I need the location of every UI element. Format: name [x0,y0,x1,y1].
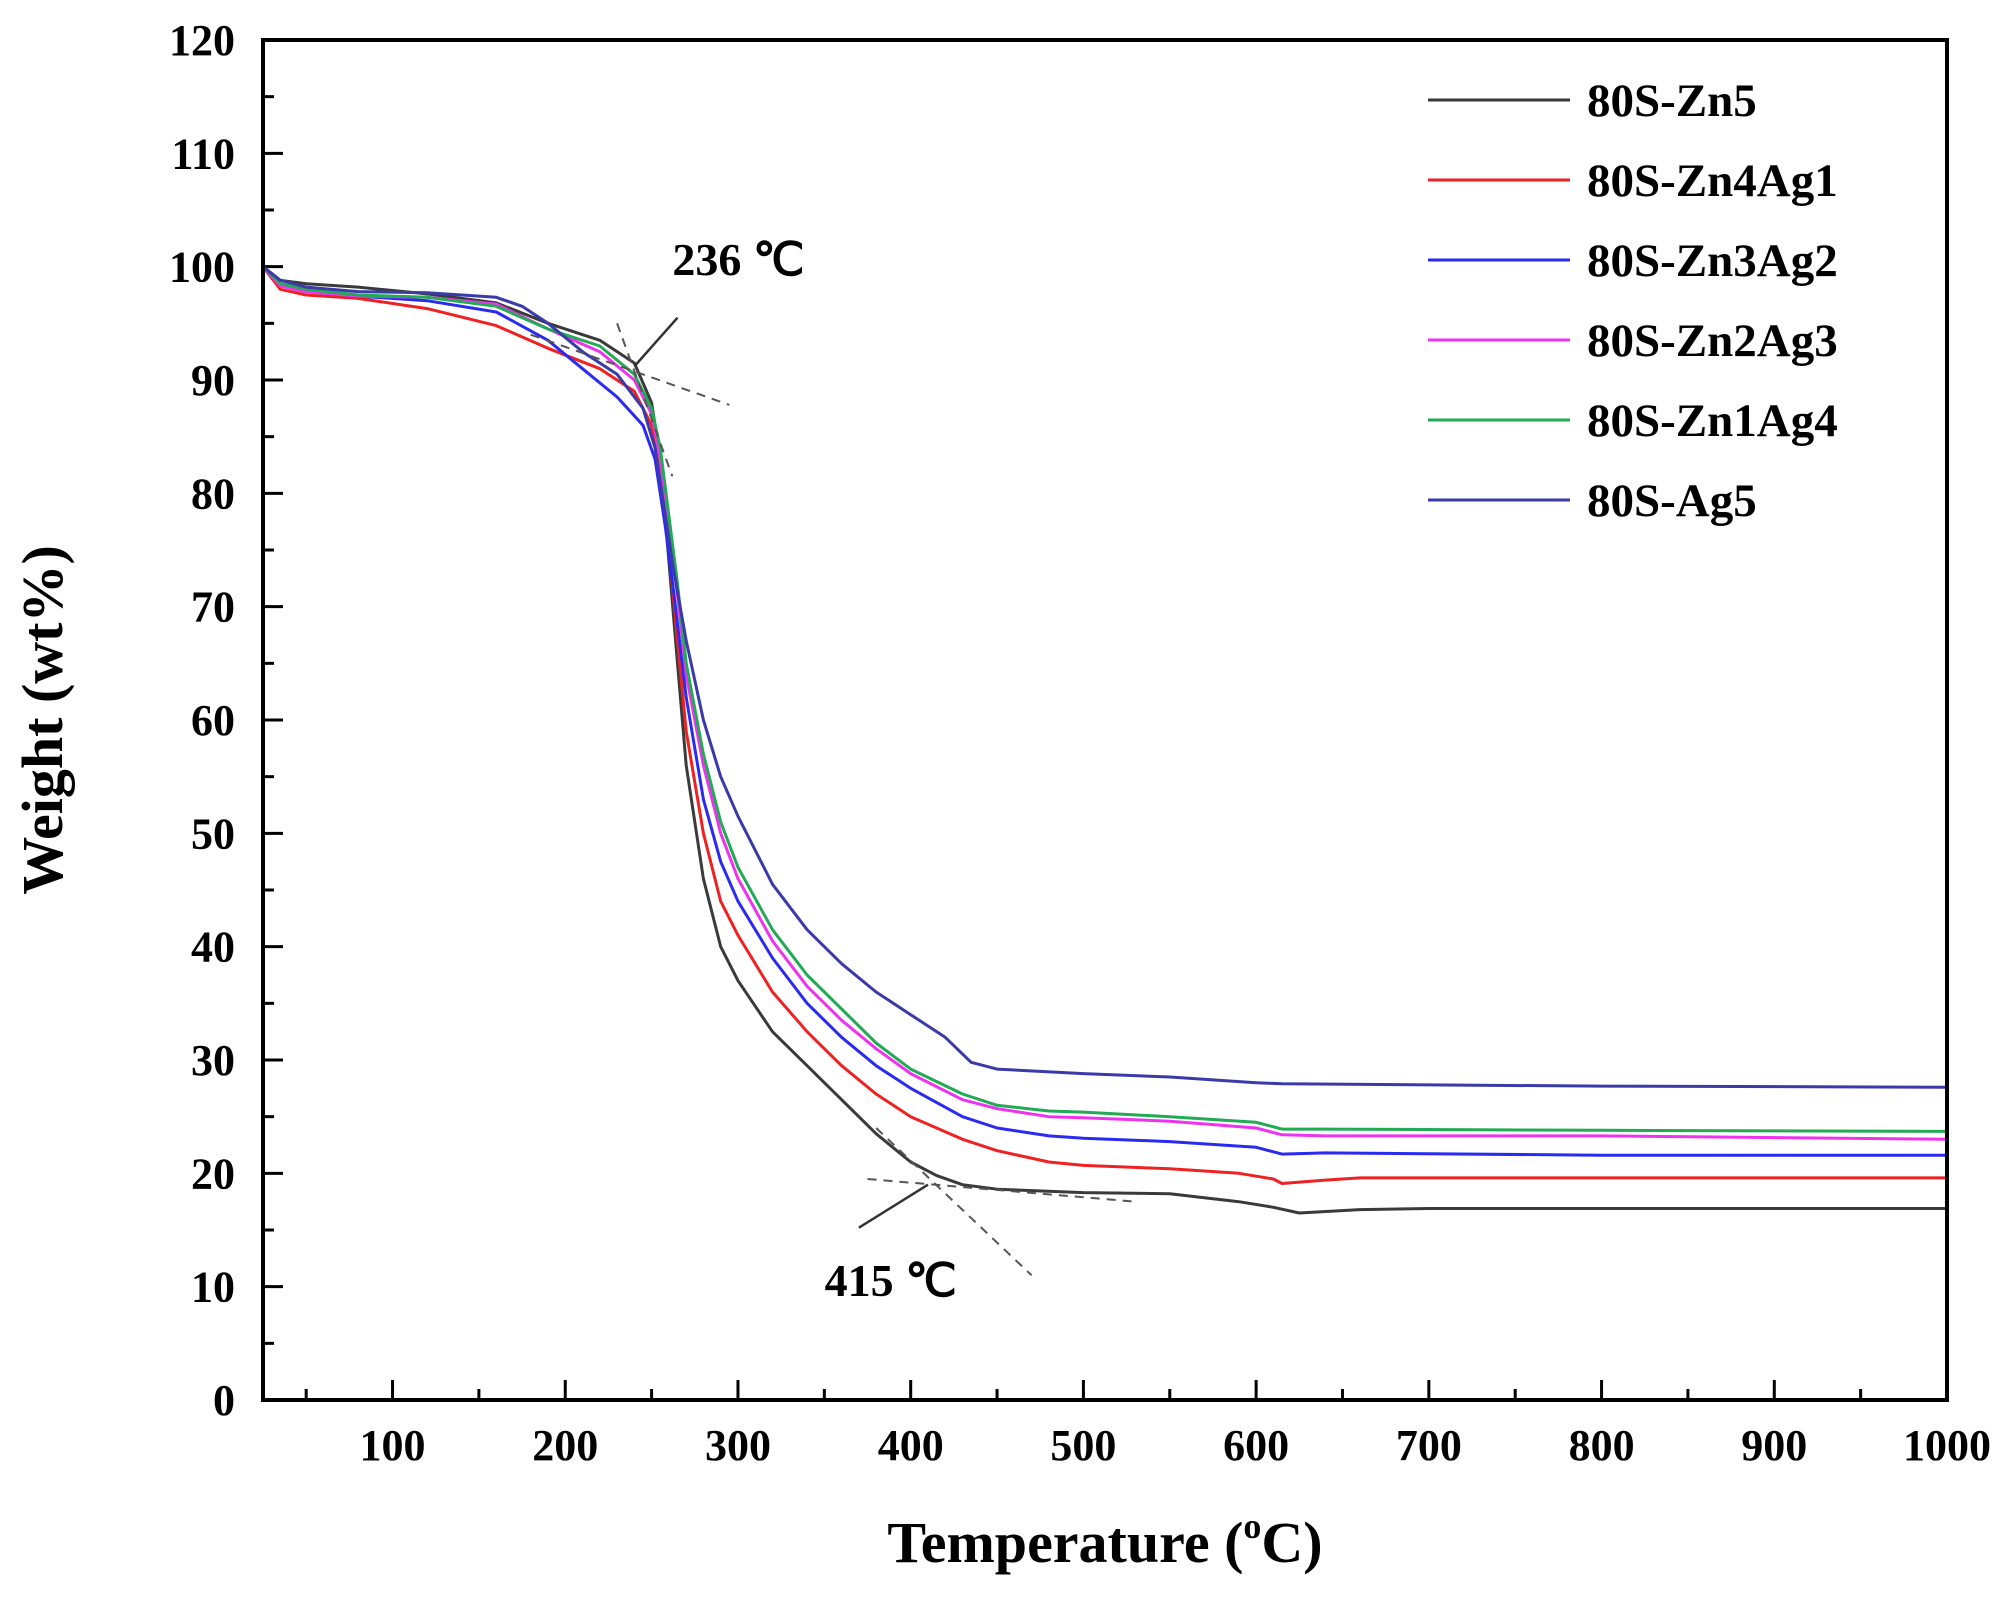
series-lines [261,265,1948,1215]
y-tick-label: 0 [213,1376,235,1425]
y-tick-label: 70 [191,583,235,632]
y-tick-label: 100 [169,243,235,292]
endset-temperature-label: 415 ℃ [825,1255,957,1306]
legend-label: 80S-Zn1Ag4 [1587,395,1838,447]
y-tick-label: 20 [191,1149,235,1198]
y-tick-label: 120 [169,16,235,65]
legend-label: 80S-Zn5 [1587,75,1757,127]
x-tick-label: 600 [1223,1421,1289,1470]
x-tick-label: 400 [878,1421,944,1470]
x-tick-label: 300 [705,1421,771,1470]
y-tick-label: 50 [191,809,235,858]
plot-frame [261,38,1949,1402]
onset-tangent-slope [616,322,674,477]
y-tick-label: 80 [191,469,235,518]
end-tangent-slope [875,1127,1033,1277]
series-line-80s-zn3ag2 [261,265,1947,1157]
end-tangent-plateau [867,1178,1136,1203]
x-tick-label: 200 [532,1421,598,1470]
y-tick-label: 10 [191,1263,235,1312]
series-line-80s-zn2ag3 [261,265,1948,1141]
x-tick-label: 900 [1741,1421,1807,1470]
y-tick-labels: 0 10 20 30 40 50 60 70 80 90 100 110 120 [169,16,235,1425]
legend-label: 80S-Ag5 [1587,475,1757,527]
x-axis-title: Temperature (oC) [887,1506,1322,1575]
legend: 80S-Zn5 80S-Zn4Ag1 80S-Zn3Ag2 80S-Zn2Ag3 80S… [1428,75,1838,527]
series-line-80s-ag5 [262,265,1948,1089]
x-tick-labels: 100 200 300 400 500 600 700 800 900 1000 [360,1421,1991,1470]
y-axis-title: Weight (wt%) [10,545,75,895]
series-line-80s-zn5 [262,265,1947,1215]
y-tick-label: 40 [191,923,235,972]
legend-label: 80S-Zn2Ag3 [1587,315,1838,367]
x-tick-label: 1000 [1903,1421,1991,1470]
annotations: 236 ℃ 415 ℃ [530,234,1136,1306]
end-leader-line [858,1183,929,1229]
onset-tangent-plateau [530,333,730,406]
x-tick-label: 500 [1050,1421,1116,1470]
y-tick-label: 30 [191,1036,235,1085]
onset-leader-line [633,316,679,368]
legend-label: 80S-Zn3Ag2 [1587,235,1838,287]
y-tick-label: 90 [191,356,235,405]
y-tick-label: 110 [171,129,235,178]
onset-temperature-label: 236 ℃ [672,234,804,285]
x-tick-label: 700 [1396,1421,1462,1470]
legend-label: 80S-Zn4Ag1 [1587,155,1838,207]
x-tick-label: 800 [1569,1421,1635,1470]
y-tick-label: 60 [191,696,235,745]
series-line-80s-zn4ag1 [261,265,1947,1185]
x-tick-label: 100 [360,1421,426,1470]
series-line-80s-zn1ag4 [261,265,1948,1133]
